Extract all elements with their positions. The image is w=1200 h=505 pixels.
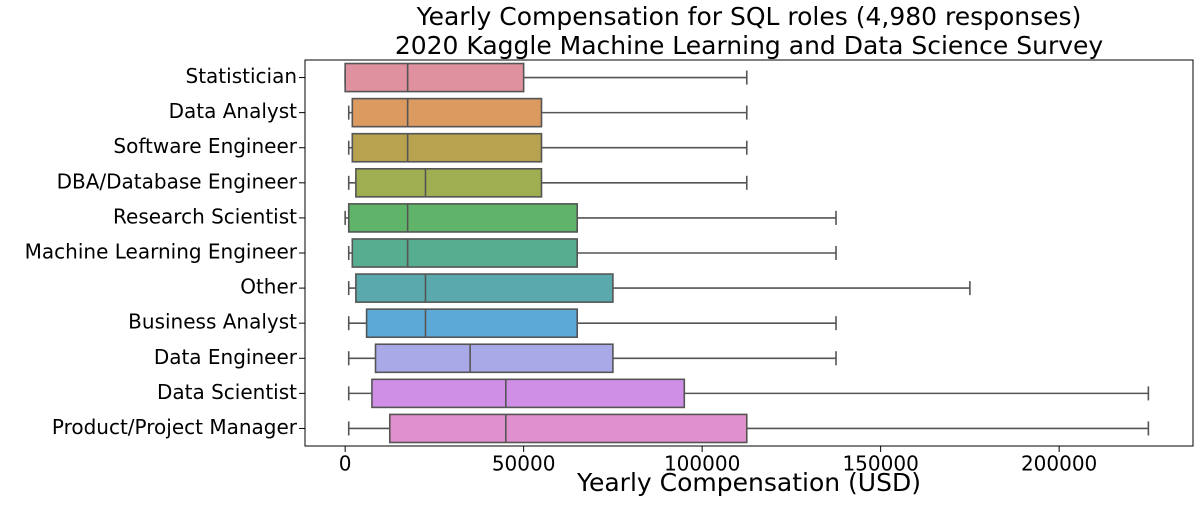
chart-title: Yearly Compensation for SQL roles (4,980… — [416, 2, 1082, 31]
y-tick-label: Business Analyst — [128, 310, 297, 334]
box — [355, 273, 614, 303]
box — [371, 378, 686, 409]
box — [351, 238, 579, 268]
box — [347, 203, 579, 233]
x-tick-label: 50000 — [492, 452, 556, 476]
x-tick-label: 100000 — [664, 452, 740, 476]
box — [374, 343, 614, 374]
y-tick-label: Research Scientist — [113, 204, 297, 228]
box — [388, 413, 748, 444]
x-axis-label: Yearly Compensation (USD) — [576, 468, 921, 497]
y-tick-label: Other — [240, 275, 298, 299]
y-tick-label: Data Engineer — [154, 345, 298, 369]
box — [351, 132, 543, 163]
box — [351, 97, 543, 128]
y-tick-label: Software Engineer — [113, 134, 297, 158]
box — [344, 62, 525, 93]
y-tick-label: Machine Learning Engineer — [25, 240, 298, 264]
y-tick-label: DBA/Database Engineer — [57, 169, 298, 193]
y-tick-label: Data Analyst — [169, 99, 298, 123]
y-tick-label: Data Scientist — [157, 380, 297, 404]
box — [365, 308, 579, 339]
y-tick-label: Product/Project Manager — [52, 415, 298, 439]
chart-subtitle: 2020 Kaggle Machine Learning and Data Sc… — [395, 31, 1104, 60]
x-tick-label: 150000 — [842, 452, 918, 476]
y-tick-label: Statistician — [186, 64, 298, 88]
x-tick-label: 0 — [339, 452, 352, 476]
box — [355, 167, 543, 198]
x-tick-label: 200000 — [1021, 452, 1097, 476]
